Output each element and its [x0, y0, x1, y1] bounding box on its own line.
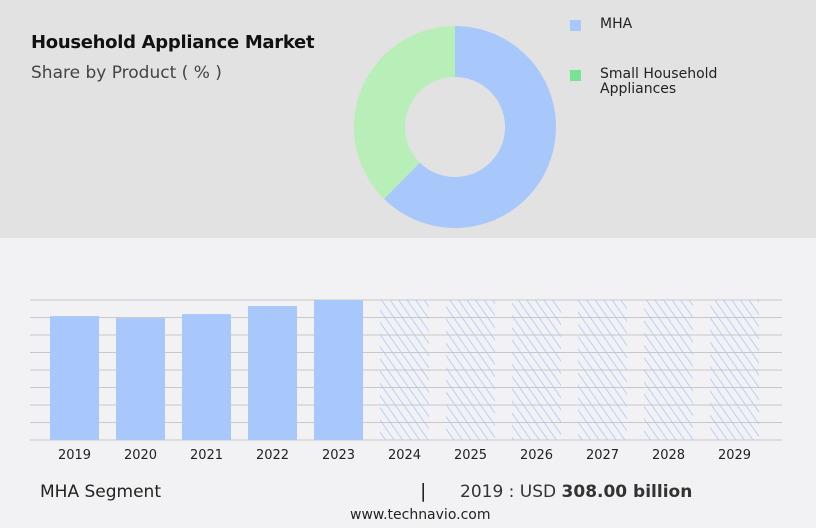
forecast-bar-2026 [512, 300, 561, 440]
legend-item-small-household: Small Household Appliances [570, 67, 740, 97]
bar-2020 [116, 318, 165, 440]
x-tick-label: 2019 [58, 448, 91, 463]
x-tick-label: 2023 [322, 448, 355, 463]
x-tick-label: 2027 [586, 448, 619, 463]
legend-swatch [570, 20, 581, 31]
separator: | [420, 480, 427, 502]
bar-2021 [182, 314, 231, 440]
donut-chart [340, 25, 580, 238]
x-tick-label: 2024 [388, 448, 421, 463]
legend-label: MHA [600, 16, 633, 32]
donut-slice-0 [384, 26, 556, 228]
x-tick-label: 2028 [652, 448, 685, 463]
chart-title: Household Appliance Market [31, 32, 315, 53]
segment-value: 2019 : USD 308.00 billion [460, 482, 692, 502]
bar-2022 [248, 306, 297, 440]
bar-2019 [50, 316, 99, 440]
source-link[interactable]: www.technavio.com [350, 507, 491, 523]
bar-chart: 2019 2020 2021 2022 2023 2024 2025 2026 2027 2028… [30, 299, 782, 463]
forecast-bar-2028 [644, 300, 693, 440]
donut-slice-1 [354, 25, 455, 199]
donut-clip [340, 228, 580, 238]
segment-label: MHA Segment [40, 482, 161, 502]
forecast-bar-2029 [710, 300, 759, 440]
chart-subtitle: Share by Product ( % ) [31, 63, 222, 83]
forecast-bar-2024 [380, 300, 429, 440]
x-tick-label: 2020 [124, 448, 157, 463]
x-tick-label: 2025 [454, 448, 487, 463]
legend-item-mha: MHA [570, 17, 632, 32]
x-tick-label: 2029 [718, 448, 751, 463]
value-amount: 308.00 billion [561, 482, 693, 502]
forecast-bar-2027 [578, 300, 627, 440]
legend-label: Small Household Appliances [600, 66, 718, 97]
legend-swatch [570, 70, 581, 81]
x-tick-label: 2021 [190, 448, 223, 463]
x-tick-label: 2022 [256, 448, 289, 463]
year-label: 2019 : USD [460, 482, 557, 502]
bar-2023 [314, 300, 363, 440]
x-tick-label: 2026 [520, 448, 553, 463]
forecast-bar-2025 [446, 300, 495, 440]
